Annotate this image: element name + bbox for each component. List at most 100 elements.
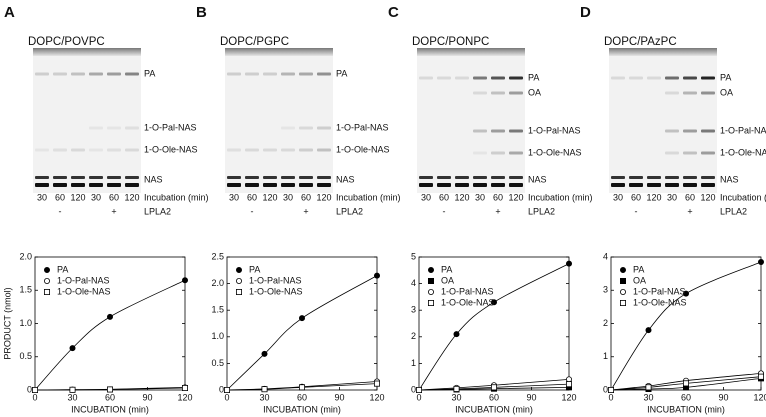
gel-band	[629, 176, 643, 179]
gel-band	[245, 72, 259, 76]
legend-label: OA	[633, 275, 646, 285]
y-tick-label: 2.0	[211, 278, 224, 288]
gel	[225, 48, 333, 193]
panel-letter: B	[196, 4, 207, 21]
gel-title: DOPC/PAzPC	[604, 36, 677, 48]
gel-title: DOPC/PONPC	[412, 36, 489, 48]
gel-band	[509, 91, 523, 95]
lane-time: 60	[685, 192, 695, 202]
data-point	[490, 299, 497, 306]
y-tick-label: 2.0	[19, 251, 32, 261]
gel-band	[491, 183, 505, 187]
series-line	[610, 372, 762, 391]
gel-band	[125, 176, 139, 179]
gel-band	[317, 72, 331, 76]
y-tick-label: 0	[411, 384, 416, 394]
gel-band	[701, 76, 715, 80]
gel-title: DOPC/POVPC	[28, 36, 105, 48]
gel-band	[509, 129, 523, 133]
data-point	[645, 327, 652, 334]
band-label: OA	[528, 87, 541, 97]
legend-label: 1-O-Pal-NAS	[249, 275, 302, 285]
y-tick-label: 0.5	[211, 358, 224, 368]
incubation-label: Incubation (min)	[144, 192, 209, 202]
enzyme-label: LPLA2	[144, 206, 171, 216]
gel-band	[299, 183, 313, 187]
series-line	[226, 383, 378, 391]
lane-time: 30	[475, 192, 485, 202]
gel-band	[665, 176, 679, 179]
legend-marker	[427, 288, 434, 295]
y-axis-label: PRODUCT (nmol)	[2, 287, 12, 359]
x-axis-label: INCUBATION (min)	[647, 404, 725, 414]
data-point	[181, 385, 188, 392]
band-label: 1-O-Ole-NAS	[336, 144, 390, 154]
gel-band	[53, 72, 67, 76]
enzyme-label: LPLA2	[720, 206, 747, 216]
gel-band	[107, 72, 121, 76]
gel-band	[71, 72, 85, 76]
gel-band	[227, 183, 241, 187]
x-tick-label: 0	[32, 392, 37, 402]
gel-band	[281, 183, 295, 187]
gel-origin	[33, 48, 141, 56]
legend-label: 1-O-Pal-NAS	[633, 286, 686, 296]
lane-time: 30	[229, 192, 239, 202]
gel-band	[317, 126, 331, 130]
gel-band	[437, 183, 451, 187]
band-label: NAS	[720, 174, 739, 184]
gel-band	[665, 76, 679, 80]
lane-time: 60	[439, 192, 449, 202]
legend-marker	[620, 288, 627, 295]
legend-label: 1-O-Pal-NAS	[441, 286, 494, 296]
lane-time: 60	[247, 192, 257, 202]
gel-band	[473, 91, 487, 95]
minus-label: -	[59, 206, 62, 216]
data-point	[608, 386, 615, 393]
x-axis-label: INCUBATION (min)	[263, 404, 341, 414]
data-point	[261, 386, 268, 393]
data-point	[69, 345, 76, 352]
x-tick-label: 30	[643, 392, 653, 402]
x-tick-label: 60	[681, 392, 691, 402]
incubation-label: Incubation (min)	[720, 192, 766, 202]
gel-title: DOPC/PGPC	[220, 36, 289, 48]
gel-origin	[609, 48, 717, 56]
panel-letter: C	[388, 4, 399, 21]
gel-band	[701, 183, 715, 187]
series-line	[610, 261, 762, 391]
lane-time: 120	[70, 192, 85, 202]
gel-band	[509, 176, 523, 179]
legend-label: 1-O-Ole-NAS	[633, 297, 687, 307]
band-label: PA	[720, 72, 731, 82]
y-tick-label: 1.5	[19, 285, 32, 295]
gel-band	[281, 176, 295, 179]
lane-time: 30	[613, 192, 623, 202]
series-line	[610, 377, 762, 391]
gel-band	[455, 176, 469, 179]
plus-label: +	[687, 206, 692, 216]
gel	[417, 48, 525, 193]
gel-band	[665, 91, 679, 95]
data-point	[261, 350, 268, 357]
y-tick-label: 0	[27, 384, 32, 394]
y-tick-label: 2.5	[211, 251, 224, 261]
gel-band	[71, 183, 85, 187]
gel-band	[89, 183, 103, 187]
band-label: 1-O-Ole-NAS	[720, 147, 766, 157]
legend-marker	[620, 299, 627, 306]
data-point	[107, 313, 114, 320]
lane-time: 30	[421, 192, 431, 202]
gel-band	[125, 148, 139, 152]
gel-band	[71, 176, 85, 179]
lane-time: 60	[301, 192, 311, 202]
y-tick-label: 0.5	[19, 351, 32, 361]
gel-band	[35, 72, 49, 76]
lane-time: 60	[631, 192, 641, 202]
x-tick-label: 30	[67, 392, 77, 402]
gel-band	[647, 176, 661, 179]
data-point	[415, 386, 422, 393]
x-axis-label: INCUBATION (min)	[71, 404, 149, 414]
gel-band	[701, 176, 715, 179]
